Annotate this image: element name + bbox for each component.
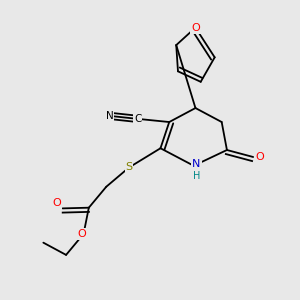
Text: H: H [193, 171, 200, 181]
Text: O: O [191, 22, 200, 33]
Text: O: O [52, 198, 61, 208]
Text: N: N [192, 159, 201, 169]
Text: O: O [77, 229, 86, 239]
Text: N: N [106, 111, 114, 121]
Text: C: C [134, 113, 141, 124]
Text: O: O [255, 152, 264, 162]
Text: S: S [125, 163, 133, 172]
